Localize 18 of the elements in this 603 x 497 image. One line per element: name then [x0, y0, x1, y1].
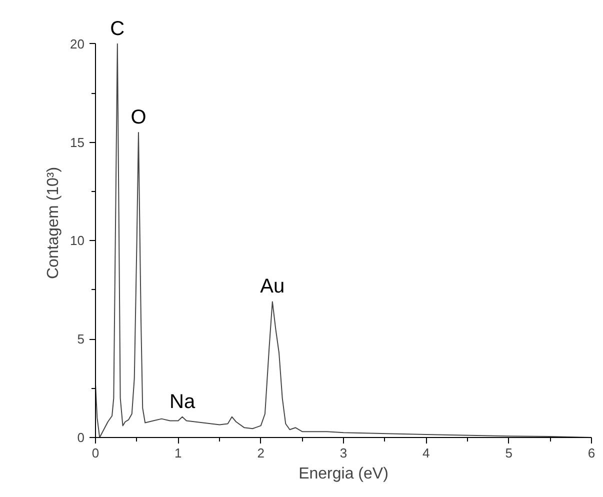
annotation: Na — [170, 390, 196, 413]
y-tick-label: 15 — [70, 134, 85, 150]
y-tick-label: 20 — [70, 36, 85, 52]
y-axis-title: Contagem (10³) — [45, 166, 62, 280]
annotation: O — [130, 106, 146, 128]
y-tick-label: 5 — [77, 332, 85, 347]
x-axis-title: Energia (eV) — [298, 466, 388, 482]
x-tick-label: 3 — [340, 446, 348, 460]
annotation: C — [110, 18, 125, 40]
x-tick-label: 1 — [174, 446, 182, 460]
x-tick-label: 6 — [588, 446, 596, 460]
annotation: Au — [260, 276, 285, 298]
y-tick-label: 10 — [70, 233, 85, 248]
x-tick-label: 4 — [422, 446, 430, 460]
y-tick-label: 0 — [77, 430, 85, 445]
x-tick-label: 2 — [257, 446, 264, 460]
x-tick-label: 5 — [505, 446, 512, 460]
x-tick-label: 0 — [92, 446, 100, 460]
